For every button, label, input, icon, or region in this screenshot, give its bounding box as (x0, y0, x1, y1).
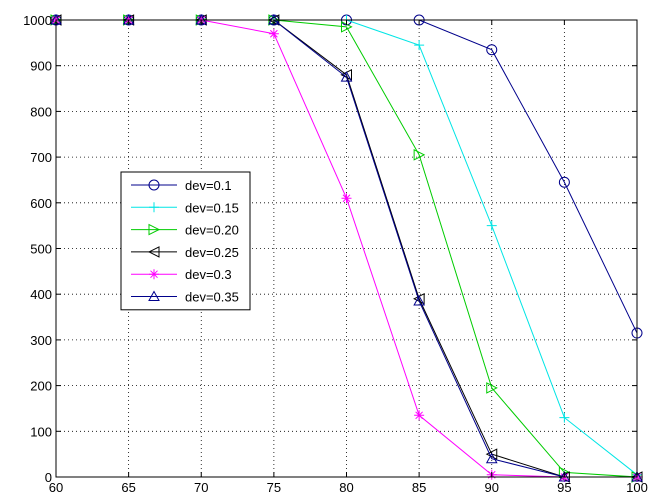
x-tick-label: 80 (339, 480, 353, 495)
legend-label: dev=0.15 (185, 200, 239, 215)
legend-label: dev=0.1 (185, 178, 232, 193)
y-tick-label: 700 (30, 150, 52, 165)
data-point (559, 413, 569, 423)
x-tick-label: 100 (626, 480, 648, 495)
x-tick-label: 95 (557, 480, 571, 495)
x-tick-label: 70 (194, 480, 208, 495)
data-point (342, 193, 352, 203)
y-tick-label: 100 (30, 424, 52, 439)
legend-label: dev=0.20 (185, 223, 239, 238)
ticks: 60 65 70 75 80 85 90 95 100010020030040050060070… (23, 13, 648, 495)
legend-marker (149, 269, 159, 279)
data-point (414, 410, 424, 420)
x-tick-label: 90 (485, 480, 499, 495)
data-point (487, 221, 497, 231)
legend-label: dev=0.3 (185, 267, 232, 282)
legend-label: dev=0.25 (185, 245, 239, 260)
y-tick-label: 600 (30, 196, 52, 211)
y-tick-label: 400 (30, 287, 52, 302)
y-tick-label: 900 (30, 59, 52, 74)
data-point (269, 29, 279, 39)
y-tick-label: 300 (30, 333, 52, 348)
y-tick-label: 1000 (23, 13, 52, 28)
y-tick-label: 800 (30, 104, 52, 119)
x-tick-label: 75 (267, 480, 281, 495)
y-tick-label: 0 (45, 470, 52, 485)
y-tick-label: 500 (30, 242, 52, 257)
y-tick-label: 200 (30, 379, 52, 394)
legend: dev=0.1 dev=0.15 dev=0.20 dev=0.25 dev=0.3 de… (121, 172, 250, 310)
legend-label: dev=0.35 (185, 290, 239, 305)
data-point (414, 40, 424, 50)
x-tick-label: 85 (412, 480, 426, 495)
x-tick-label: 65 (121, 480, 135, 495)
